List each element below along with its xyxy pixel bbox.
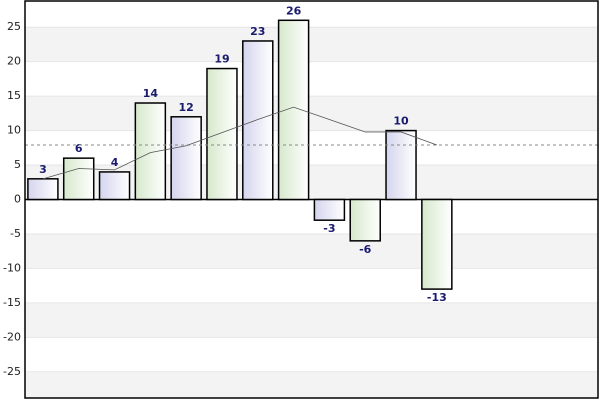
value-label: -3 [323,222,335,235]
value-label: 14 [143,87,159,100]
value-label: -6 [359,243,372,256]
value-label: 19 [214,53,229,66]
value-label: 6 [75,142,83,155]
bar [134,102,167,201]
y-tick-label: 25 [7,20,21,33]
y-tick-label: -10 [3,261,21,274]
value-label: 10 [393,115,409,128]
value-label: 26 [286,4,302,17]
y-tick-label: -20 [3,330,21,343]
value-label: 12 [179,101,194,114]
bar [62,157,95,201]
y-tick-label: -25 [3,365,21,378]
value-label: 3 [39,163,47,176]
bar [313,198,346,221]
bar [277,19,310,201]
bar [421,198,453,290]
value-label: -13 [427,291,447,304]
value-label: 23 [250,25,265,38]
y-tick-label: -5 [10,227,21,240]
bar [206,67,238,201]
bar [27,178,59,201]
y-tick-label: 10 [7,124,21,137]
y-tick-label: 0 [14,193,21,206]
y-tick-label: 15 [7,89,21,102]
bar [98,171,131,201]
y-tick-label: 5 [14,158,21,171]
value-label: 4 [111,156,119,169]
bar [170,116,202,201]
plot-border [24,0,599,399]
y-tick-label: 20 [7,55,21,68]
bar [349,198,381,242]
bar [385,129,417,201]
bar [242,40,274,201]
trend-line [42,106,437,180]
y-tick-label: -15 [3,296,21,309]
